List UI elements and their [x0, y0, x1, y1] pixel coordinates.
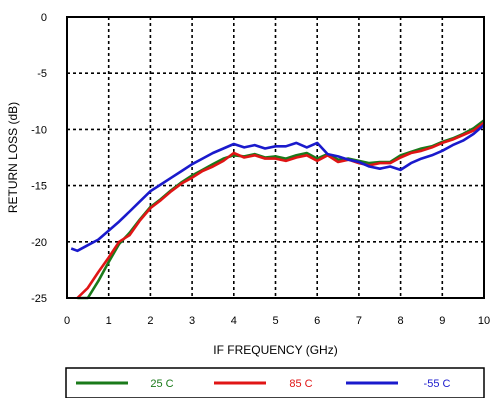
legend: 25 C 85 C -55 C — [76, 378, 451, 390]
x-tick-label-3: 3 — [189, 315, 195, 327]
y-tick-label-5: -25 — [31, 293, 47, 305]
x-tick-label-7: 7 — [356, 315, 362, 327]
x-tick-label-5: 5 — [272, 315, 278, 327]
legend-label-1: 85 C — [289, 378, 312, 390]
y-tick-label-2: -10 — [31, 124, 47, 136]
series-line-1 — [76, 121, 485, 299]
y-tick-label-4: -20 — [31, 237, 47, 249]
x-tick-label-4: 4 — [231, 315, 237, 327]
x-axis-title: IF FREQUENCY (GHz) — [213, 343, 337, 357]
x-tick-label-0: 0 — [64, 315, 70, 327]
plot-frame — [66, 16, 485, 299]
y-tick-label-1: -5 — [37, 68, 47, 80]
x-tick-label-8: 8 — [398, 315, 404, 327]
y-axis-title: RETURN LOSS (dB) — [6, 102, 20, 213]
x-tick-label-6: 6 — [314, 315, 320, 327]
x-tick-label-2: 2 — [147, 315, 153, 327]
x-tick-labels: 0 1 2 3 4 5 6 7 8 9 10 — [64, 315, 490, 327]
legend-label-0: 25 C — [150, 378, 173, 390]
y-tick-labels: 0 -5 -10 -15 -20 -25 — [31, 12, 47, 305]
legend-label-2: -55 C — [424, 378, 451, 390]
grid — [67, 17, 484, 298]
legend-box — [65, 367, 485, 398]
series-layer — [70, 119, 485, 300]
x-tick-label-9: 9 — [439, 315, 445, 327]
y-tick-label-3: -15 — [31, 181, 47, 193]
x-tick-label-1: 1 — [106, 315, 112, 327]
series-line-2 — [70, 123, 485, 253]
y-tick-label-0: 0 — [41, 12, 47, 24]
x-tick-label-10: 10 — [478, 315, 490, 327]
